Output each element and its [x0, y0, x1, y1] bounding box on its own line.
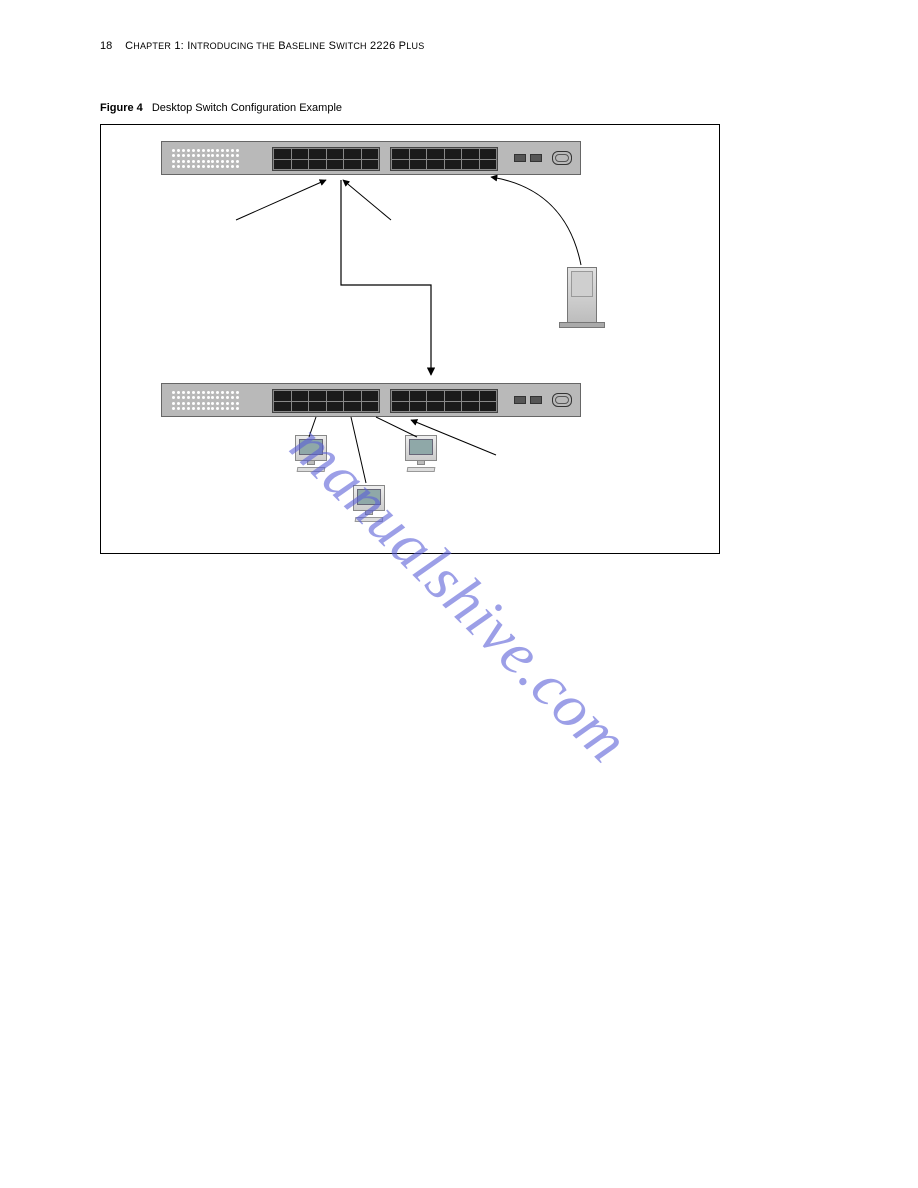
- vent-icon: [172, 391, 240, 411]
- connection-arrows: [101, 125, 721, 555]
- vent-icon: [172, 149, 240, 169]
- switch-top: [161, 141, 581, 175]
- switch-bottom: [161, 383, 581, 417]
- console-port-icon: [552, 393, 572, 407]
- desktop-pc-icon: [401, 435, 441, 472]
- figure-caption: Figure 4 Desktop Switch Configuration Ex…: [100, 102, 800, 114]
- figure-caption-text: Desktop Switch Configuration Example: [152, 102, 342, 114]
- port-group-icon: [272, 389, 380, 413]
- chapter-title: CHAPTER 1: INTRODUCING THE BASELINE SWIT…: [125, 40, 424, 52]
- figure-number: Figure 4: [100, 102, 143, 114]
- desktop-pc-icon: [291, 435, 331, 472]
- sfp-icon: [514, 396, 526, 404]
- network-diagram: [100, 124, 720, 554]
- sfp-icon: [530, 396, 542, 404]
- sfp-icon: [530, 154, 542, 162]
- port-group-icon: [390, 147, 498, 171]
- port-group-icon: [272, 147, 380, 171]
- page-header: 18 CHAPTER 1: INTRODUCING THE BASELINE S…: [100, 40, 800, 52]
- port-group-icon: [390, 389, 498, 413]
- server-icon: [559, 267, 605, 328]
- sfp-icon: [514, 154, 526, 162]
- console-port-icon: [552, 151, 572, 165]
- page-number: 18: [100, 40, 122, 52]
- desktop-pc-icon: [349, 485, 389, 522]
